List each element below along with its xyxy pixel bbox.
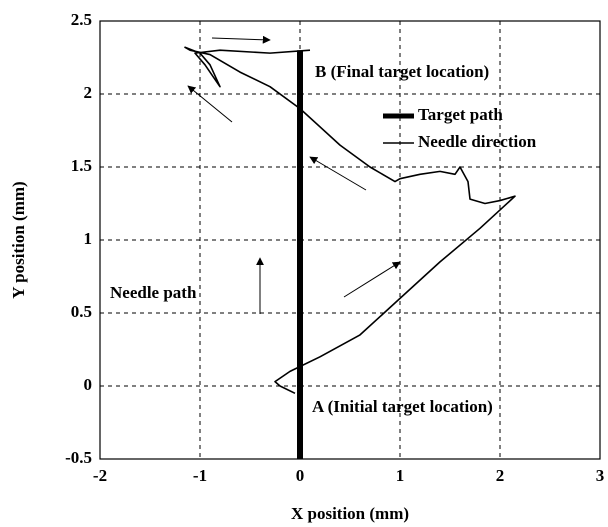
x-tick-label: 3 xyxy=(596,466,605,485)
y-tick-label: 0.5 xyxy=(71,302,92,321)
legend-label: Needle direction xyxy=(418,132,537,151)
legend-label: Target path xyxy=(418,105,503,124)
x-tick-label: 2 xyxy=(496,466,505,485)
arrow xyxy=(211,35,271,44)
annotation: A (Initial target location) xyxy=(312,397,493,416)
annotation: Needle path xyxy=(110,283,197,302)
y-tick-label: 0 xyxy=(84,375,93,394)
x-tick-label: -2 xyxy=(93,466,107,485)
y-tick-label: 1 xyxy=(84,229,93,248)
x-tick-label: 0 xyxy=(296,466,305,485)
arrows xyxy=(187,35,401,314)
y-tick-label: 2 xyxy=(84,83,93,102)
x-tick-label: 1 xyxy=(396,466,405,485)
y-tick-label: -0.5 xyxy=(65,448,92,467)
arrow xyxy=(309,156,367,191)
x-axis-label: X position (mm) xyxy=(291,504,409,523)
annotation: B (Final target location) xyxy=(315,62,489,81)
arrow xyxy=(187,85,233,123)
x-tick-label: -1 xyxy=(193,466,207,485)
data-line xyxy=(184,46,516,395)
y-tick-label: 1.5 xyxy=(71,156,92,175)
y-tick-label: 2.5 xyxy=(71,10,92,29)
y-axis-label: Y position (mm) xyxy=(9,181,28,298)
arrow xyxy=(343,261,401,298)
